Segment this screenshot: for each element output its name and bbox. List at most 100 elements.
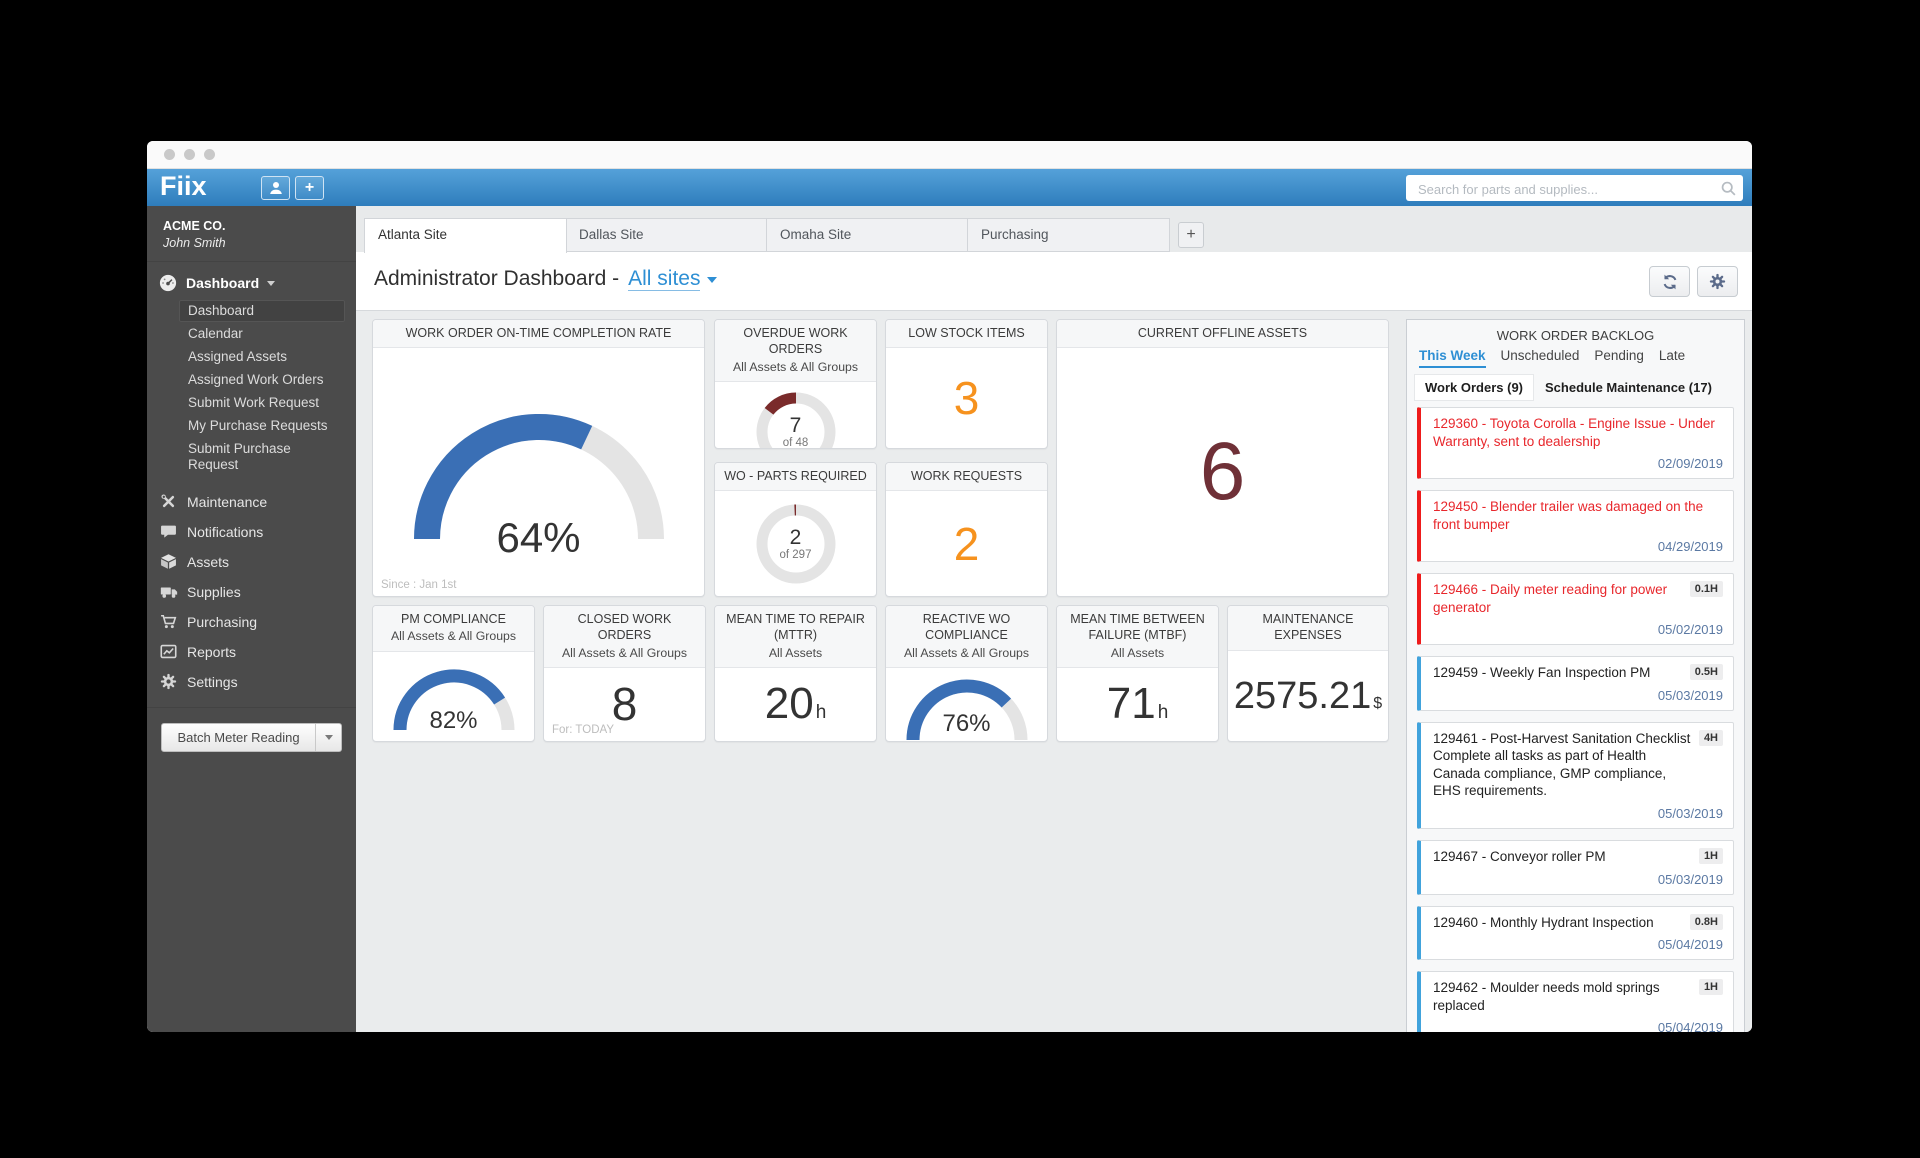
- work-order-hours-badge: 0.8H: [1689, 913, 1723, 930]
- sidebar-item-notifications[interactable]: Notifications: [147, 518, 356, 545]
- truck-icon: [159, 583, 178, 600]
- user-button[interactable]: [261, 176, 290, 200]
- tab-atlanta-site[interactable]: Atlanta Site: [364, 218, 567, 253]
- work-order-text: 129360 - Toyota Corolla - Engine Issue -…: [1433, 416, 1715, 449]
- work-order-card[interactable]: 129467 - Conveyor roller PM 1H 05/03/2019: [1417, 840, 1734, 895]
- sidebar-subitem-submit-work-request[interactable]: Submit Work Request: [188, 395, 320, 410]
- work-order-date: 05/03/2019: [1657, 687, 1723, 703]
- backlog-tab-late[interactable]: Late: [1658, 348, 1686, 363]
- site-tabs: Atlanta Site Dallas Site Omaha Site Purchas…: [356, 206, 1752, 253]
- widget-title: CURRENT OFFLINE ASSETS: [1137, 326, 1308, 340]
- add-button[interactable]: +: [295, 176, 324, 200]
- sidebar-item-reports[interactable]: Reports: [147, 638, 356, 665]
- work-order-card[interactable]: 129459 - Weekly Fan Inspection PM 0.5H 05/…: [1417, 656, 1734, 711]
- work-order-hours-badge: 4H: [1698, 729, 1723, 746]
- tab-omaha-site[interactable]: Omaha Site: [766, 218, 969, 252]
- work-order-date: 05/03/2019: [1657, 806, 1723, 822]
- widget-value: 2575.21 $: [1234, 677, 1382, 715]
- sidebar-item-settings[interactable]: Settings: [147, 668, 356, 695]
- widget-mean-time-to-repair-mttr: MEAN TIME TO REPAIR (MTTR) All Assets 20 h: [714, 605, 877, 742]
- sidebar-item-maintenance[interactable]: Maintenance: [147, 488, 356, 515]
- sidebar-subitem-my-purchase-requests[interactable]: My Purchase Requests: [188, 418, 328, 433]
- work-order-row: 129450 - Blender trailer was damaged on …: [1433, 498, 1723, 533]
- sidebar-item-purchasing[interactable]: Purchasing: [147, 608, 356, 635]
- app-window: Fiix + ACME CO. John Smith Dashboard: [147, 141, 1752, 1032]
- search-icon[interactable]: [1720, 180, 1737, 197]
- sidebar-subitem-dashboard[interactable]: Dashboard: [179, 300, 345, 322]
- widget-value: 6: [1199, 426, 1246, 518]
- work-order-text-wrap: 129460 - Monthly Hydrant Inspection: [1433, 914, 1682, 932]
- widget-title: REACTIVE WO COMPLIANCE: [922, 612, 1011, 643]
- widget-title: WORK REQUESTS: [910, 469, 1023, 483]
- chevron-down-icon: [324, 735, 333, 740]
- widget-title: CLOSED WORK ORDERS: [577, 612, 672, 643]
- backlog-subtab-work-orders-9[interactable]: Work Orders (9): [1415, 375, 1534, 400]
- value-number: 2575.21: [1233, 674, 1372, 717]
- page-title-text: Administrator Dashboard -: [374, 267, 620, 290]
- widget-subtitle: All Assets & All Groups: [903, 645, 1030, 660]
- sidebar-item-label: Maintenance: [187, 493, 268, 510]
- user-icon: [268, 180, 284, 196]
- work-order-row: 129360 - Toyota Corolla - Engine Issue -…: [1433, 415, 1723, 450]
- work-order-card[interactable]: 129461 - Post-Harvest Sanitation Checkli…: [1417, 721, 1734, 830]
- work-order-row: 129460 - Monthly Hydrant Inspection 0.8H: [1433, 913, 1723, 932]
- chevron-down-icon: [267, 280, 276, 286]
- site-filter-link[interactable]: All sites: [628, 267, 701, 291]
- backlog-tab-unscheduled[interactable]: Unscheduled: [1500, 348, 1580, 363]
- batch-meter-reading-button[interactable]: Batch Meter Reading: [161, 723, 342, 752]
- sidebar-subitem-calendar[interactable]: Calendar: [188, 326, 243, 341]
- work-order-card[interactable]: 129462 - Moulder needs mold springs repl…: [1417, 971, 1734, 1032]
- widget-value: 3: [953, 372, 980, 425]
- sidebar-group-dashboard[interactable]: Dashboard: [147, 262, 356, 298]
- widget-title: MEAN TIME BETWEEN FAILURE (MTBF): [1070, 612, 1205, 643]
- dashboard-toolbar: [1649, 266, 1738, 297]
- add-tab-button[interactable]: +: [1178, 222, 1204, 248]
- sidebar-group-label: Dashboard: [186, 275, 260, 291]
- sidebar-subitem-assigned-work-orders[interactable]: Assigned Work Orders: [188, 372, 324, 387]
- widget-header: PM COMPLIANCE All Assets & All Groups: [373, 606, 534, 652]
- widget-low-stock-items: LOW STOCK ITEMS 3: [885, 319, 1048, 449]
- widget-body: 2 of 297: [715, 491, 876, 596]
- backlog-subtab-schedule-maintenance-17[interactable]: Schedule Maintenance (17): [1545, 380, 1712, 395]
- backlog-subtabs: Work Orders (9) Schedule Maintenance (17): [1407, 368, 1744, 407]
- work-order-card[interactable]: 129466 - Daily meter reading for power g…: [1417, 573, 1734, 646]
- work-order-row: 129461 - Post-Harvest Sanitation Checkli…: [1433, 729, 1723, 800]
- work-order-card[interactable]: 129360 - Toyota Corolla - Engine Issue -…: [1417, 407, 1734, 480]
- widget-header: WORK ORDER ON-TIME COMPLETION RATE: [373, 320, 704, 349]
- value-unit: $: [1373, 694, 1383, 712]
- backlog-tab-pending[interactable]: Pending: [1594, 348, 1644, 363]
- sidebar-item-label: Purchasing: [187, 613, 258, 630]
- donut-value: 2: [789, 525, 802, 549]
- tab-dallas-site[interactable]: Dallas Site: [565, 218, 768, 252]
- backlog-tab-this-week[interactable]: This Week: [1419, 348, 1486, 368]
- gauge-icon: [159, 274, 177, 292]
- work-order-row: 129459 - Weekly Fan Inspection PM 0.5H: [1433, 664, 1723, 682]
- widget-value: 8: [611, 678, 638, 731]
- widget-header: REACTIVE WO COMPLIANCE All Assets & All G…: [886, 606, 1047, 668]
- work-order-card[interactable]: 129450 - Blender trailer was damaged on …: [1417, 490, 1734, 563]
- page-title: Administrator Dashboard - All sites: [374, 267, 718, 291]
- sidebar-subitem-assigned-assets[interactable]: Assigned Assets: [188, 349, 288, 364]
- widget-header: MEAN TIME TO REPAIR (MTTR) All Assets: [715, 606, 876, 668]
- widget-title: OVERDUE WORK ORDERS: [743, 326, 848, 357]
- company-name: ACME CO.: [163, 219, 226, 233]
- settings-button[interactable]: [1697, 266, 1738, 297]
- widget-work-order-on-time-completion-rate: WORK ORDER ON-TIME COMPLETION RATE 64% Sin…: [372, 319, 705, 597]
- sidebar-item-assets[interactable]: Assets: [147, 548, 356, 575]
- batch-dropdown-toggle[interactable]: [315, 724, 341, 751]
- refresh-button[interactable]: [1649, 266, 1690, 297]
- sidebar-subitem-submit-purchase-request[interactable]: Submit Purchase Request: [188, 441, 291, 472]
- work-order-date: 02/09/2019: [1657, 456, 1723, 472]
- widget-body: 2: [886, 491, 1047, 596]
- widget-subtitle: All Assets: [768, 645, 823, 660]
- work-order-backlog-panel: WORK ORDER BACKLOG This Week Unscheduled P…: [1406, 319, 1745, 1032]
- tab-purchasing[interactable]: Purchasing: [967, 218, 1170, 252]
- search-input[interactable]: [1416, 177, 1715, 201]
- sidebar-item-supplies[interactable]: Supplies: [147, 578, 356, 605]
- widget-header: CURRENT OFFLINE ASSETS: [1057, 320, 1388, 349]
- gauge-value: 64%: [496, 514, 581, 561]
- work-order-text-wrap: 129462 - Moulder needs mold springs repl…: [1433, 979, 1691, 1014]
- widget-pm-compliance: PM COMPLIANCE All Assets & All Groups 82%: [372, 605, 535, 742]
- work-order-card[interactable]: 129460 - Monthly Hydrant Inspection 0.8H 0…: [1417, 905, 1734, 961]
- widget-current-offline-assets: CURRENT OFFLINE ASSETS 6: [1056, 319, 1389, 597]
